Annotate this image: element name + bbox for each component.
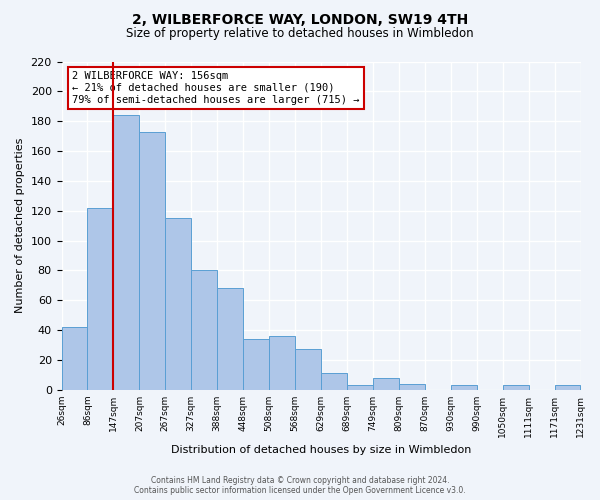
- Bar: [373, 378, 399, 390]
- X-axis label: Distribution of detached houses by size in Wimbledon: Distribution of detached houses by size …: [171, 445, 471, 455]
- Y-axis label: Number of detached properties: Number of detached properties: [15, 138, 25, 314]
- Bar: [503, 385, 529, 390]
- Bar: [166, 218, 191, 390]
- Bar: [451, 385, 477, 390]
- Text: 2, WILBERFORCE WAY, LONDON, SW19 4TH: 2, WILBERFORCE WAY, LONDON, SW19 4TH: [132, 12, 468, 26]
- Bar: [88, 208, 113, 390]
- Bar: [347, 385, 373, 390]
- Text: Contains HM Land Registry data © Crown copyright and database right 2024.
Contai: Contains HM Land Registry data © Crown c…: [134, 476, 466, 495]
- Bar: [554, 385, 580, 390]
- Bar: [321, 374, 347, 390]
- Bar: [217, 288, 243, 390]
- Bar: [62, 327, 88, 390]
- Bar: [139, 132, 166, 390]
- Bar: [113, 115, 139, 390]
- Bar: [243, 339, 269, 390]
- Bar: [269, 336, 295, 390]
- Bar: [399, 384, 425, 390]
- Text: 2 WILBERFORCE WAY: 156sqm
← 21% of detached houses are smaller (190)
79% of semi: 2 WILBERFORCE WAY: 156sqm ← 21% of detac…: [72, 72, 359, 104]
- Text: Size of property relative to detached houses in Wimbledon: Size of property relative to detached ho…: [126, 28, 474, 40]
- Bar: [191, 270, 217, 390]
- Bar: [295, 350, 321, 390]
